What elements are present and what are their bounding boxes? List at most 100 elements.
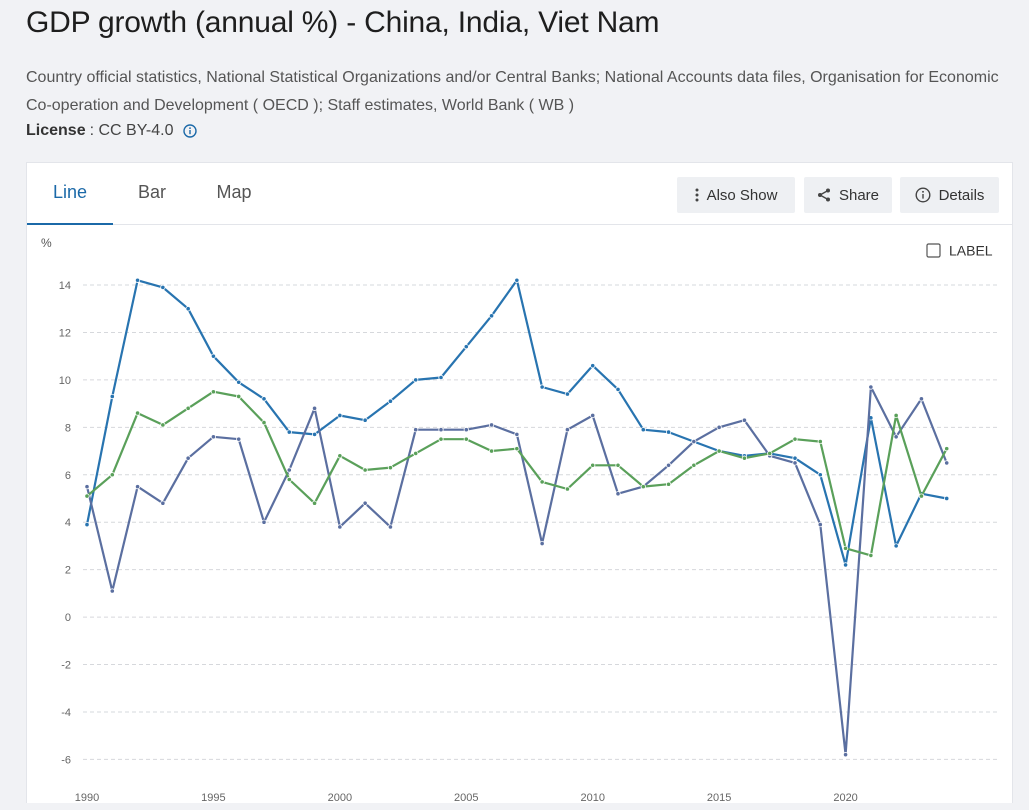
data-point-vietnam[interactable] [438,436,444,442]
tab-bar[interactable]: Bar [137,182,166,202]
data-point-india[interactable] [387,524,394,530]
data-point-china[interactable] [337,412,343,419]
data-point-vietnam[interactable] [311,500,318,506]
data-point-china[interactable] [185,306,191,312]
info-icon[interactable] [183,124,198,138]
data-point-china[interactable] [564,391,571,397]
data-point-india[interactable] [463,427,469,433]
data-point-india[interactable] [185,455,191,461]
data-point-china[interactable] [590,363,596,369]
data-point-india[interactable] [261,519,267,525]
data-point-vietnam[interactable] [185,405,191,411]
data-point-india[interactable] [564,427,571,433]
data-point-india[interactable] [792,460,798,466]
data-point-china[interactable] [362,417,368,423]
data-point-china[interactable] [236,379,242,385]
label-toggle[interactable]: LABEL [926,243,993,259]
data-point-india[interactable] [539,540,545,547]
data-point-vietnam[interactable] [286,476,292,483]
data-point-vietnam[interactable] [564,486,571,492]
data-point-india[interactable] [109,588,115,594]
data-point-india[interactable] [615,491,621,497]
share-button[interactable]: Share [804,177,892,213]
data-point-vietnam[interactable] [337,453,343,459]
data-point-india[interactable] [362,500,368,506]
data-point-india[interactable] [413,427,419,433]
data-point-vietnam[interactable] [893,412,899,419]
data-point-india[interactable] [160,500,166,506]
data-point-vietnam[interactable] [387,465,394,471]
data-point-china[interactable] [286,429,292,435]
data-point-india[interactable] [741,417,748,423]
data-point-china[interactable] [944,495,950,502]
data-point-vietnam[interactable] [261,419,267,426]
data-point-vietnam[interactable] [413,450,419,457]
data-point-vietnam[interactable] [539,479,545,485]
data-point-india[interactable] [590,412,596,419]
data-point-china[interactable] [893,543,899,549]
data-point-india[interactable] [488,422,495,428]
data-point-china[interactable] [261,396,267,402]
data-point-vietnam[interactable] [944,446,950,452]
tab-line[interactable]: Line [27,163,113,225]
data-point-vietnam[interactable] [716,448,722,454]
data-point-india[interactable] [893,434,899,440]
data-point-vietnam[interactable] [665,481,672,487]
series-line-china[interactable] [85,279,947,566]
data-point-china[interactable] [514,277,520,283]
data-point-china[interactable] [109,393,115,400]
data-point-china[interactable] [160,284,166,290]
data-point-vietnam[interactable] [792,436,798,442]
data-point-india[interactable] [210,434,217,440]
data-point-vietnam[interactable] [160,422,166,428]
data-point-vietnam[interactable] [817,438,823,445]
data-point-china[interactable] [539,384,545,390]
data-point-china[interactable] [413,377,419,383]
data-point-india[interactable] [311,405,318,411]
data-point-india[interactable] [236,436,242,442]
data-point-china[interactable] [640,427,646,433]
data-point-india[interactable] [691,438,697,445]
data-point-vietnam[interactable] [362,467,368,473]
data-point-vietnam[interactable] [210,389,217,395]
data-point-china[interactable] [488,313,495,319]
data-point-vietnam[interactable] [767,450,773,457]
tab-map[interactable]: Map [216,182,252,202]
details-button[interactable]: Details [900,177,999,213]
data-point-vietnam[interactable] [691,462,697,468]
data-point-vietnam[interactable] [868,552,874,559]
data-point-china[interactable] [817,472,823,478]
data-point-vietnam[interactable] [918,493,925,499]
data-point-india[interactable] [868,384,874,390]
data-point-vietnam[interactable] [842,545,849,551]
data-point-vietnam[interactable] [741,455,748,461]
data-point-india[interactable] [842,752,849,758]
data-point-vietnam[interactable] [590,462,596,468]
data-point-india[interactable] [716,424,722,430]
data-point-vietnam[interactable] [488,448,495,454]
data-point-india[interactable] [944,460,950,466]
data-point-vietnam[interactable] [84,493,90,499]
data-point-india[interactable] [665,462,672,468]
data-point-china[interactable] [311,431,318,438]
data-point-china[interactable] [210,353,217,359]
data-point-india[interactable] [337,524,343,530]
label-checkbox[interactable] [926,243,941,258]
data-point-china[interactable] [842,562,849,568]
data-point-china[interactable] [792,455,798,461]
data-point-vietnam[interactable] [514,446,520,452]
data-point-china[interactable] [615,386,621,392]
data-point-china[interactable] [84,521,90,528]
data-point-china[interactable] [463,344,469,350]
data-point-india[interactable] [438,427,444,433]
data-point-china[interactable] [438,374,444,381]
data-point-india[interactable] [286,467,292,473]
data-point-india[interactable] [134,484,141,490]
data-point-vietnam[interactable] [640,484,646,490]
data-point-vietnam[interactable] [109,472,115,478]
data-point-china[interactable] [387,398,394,404]
data-point-vietnam[interactable] [236,393,242,400]
also-show-button[interactable]: Also Show [677,177,795,213]
data-point-china[interactable] [134,277,141,283]
data-point-vietnam[interactable] [463,436,469,442]
